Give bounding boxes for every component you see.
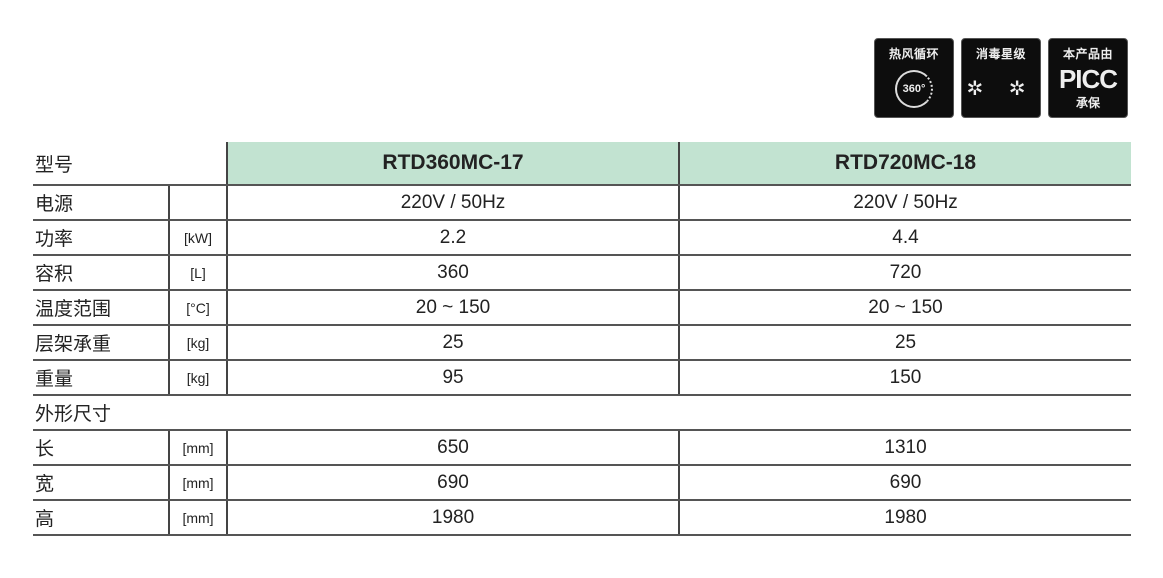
row-value: 1310 — [678, 430, 1132, 466]
hot-air-circulation-badge: 热风循环 360° — [874, 38, 954, 118]
table-row: 层架承重 [kg] 25 25 — [33, 325, 1132, 361]
row-label: 温度范围 — [33, 290, 169, 326]
row-unit: [mm] — [167, 430, 228, 466]
row-value: 2.2 — [226, 220, 680, 256]
row-value: 4.4 — [678, 220, 1132, 256]
row-value: 220V / 50Hz — [226, 185, 680, 221]
table-row: 容积 [L] 360 720 — [33, 255, 1132, 291]
badge-subtitle: 承保 — [1075, 96, 1100, 110]
row-value: 95 — [226, 360, 680, 396]
table-row: 高 [mm] 1980 1980 — [33, 500, 1132, 536]
row-unit: [°C] — [167, 290, 228, 326]
row-value: 360 — [226, 255, 680, 291]
spec-table: 型号 RTD360MC-17 RTD720MC-18 电源 220V / 50H… — [33, 142, 1132, 536]
row-value: 1980 — [226, 500, 680, 536]
table-row: 长 [mm] 650 1310 — [33, 430, 1132, 466]
row-label: 宽 — [33, 465, 169, 501]
model-name: RTD360MC-17 — [226, 142, 680, 186]
model-label: 型号 — [33, 142, 228, 186]
row-label: 功率 — [33, 220, 169, 256]
row-label: 层架承重 — [33, 325, 169, 361]
row-value: 1980 — [678, 500, 1132, 536]
picc-logo: PICC — [1058, 64, 1118, 94]
badge-title: 消毒星级 — [975, 47, 1026, 61]
row-unit: [mm] — [167, 465, 228, 501]
row-value: 25 — [226, 325, 680, 361]
row-value: 720 — [678, 255, 1132, 291]
row-unit: [mm] — [167, 500, 228, 536]
row-label: 长 — [33, 430, 169, 466]
table-row: 宽 [mm] 690 690 — [33, 465, 1132, 501]
row-unit — [167, 185, 228, 221]
badge-title: 热风循环 — [888, 47, 939, 61]
feature-badges: 热风循环 360° 消毒星级 ✲ ✲ 本产品由 PICC 承保 — [874, 38, 1128, 118]
row-value: 690 — [678, 465, 1132, 501]
star-rating-icon: ✲ ✲ — [966, 78, 1036, 100]
picc-insurance-badge: 本产品由 PICC 承保 — [1048, 38, 1128, 118]
header-row: 型号 RTD360MC-17 RTD720MC-18 — [33, 142, 1132, 186]
table-row: 电源 220V / 50Hz 220V / 50Hz — [33, 185, 1132, 221]
row-unit: [kg] — [167, 360, 228, 396]
disinfection-rating-badge: 消毒星级 ✲ ✲ — [961, 38, 1041, 118]
badge-title: 本产品由 — [1062, 47, 1113, 61]
table-row: 重量 [kg] 95 150 — [33, 360, 1132, 396]
row-unit: [L] — [167, 255, 228, 291]
row-value: 150 — [678, 360, 1132, 396]
row-value: 690 — [226, 465, 680, 501]
row-value: 20 ~ 150 — [226, 290, 680, 326]
model-name: RTD720MC-18 — [678, 142, 1132, 186]
row-unit: [kg] — [167, 325, 228, 361]
row-label: 高 — [33, 500, 169, 536]
row-label: 重量 — [33, 360, 169, 396]
row-value: 220V / 50Hz — [678, 185, 1132, 221]
row-value: 650 — [226, 430, 680, 466]
row-label: 电源 — [33, 185, 169, 221]
row-unit: [kW] — [167, 220, 228, 256]
table-row: 温度范围 [°C] 20 ~ 150 20 ~ 150 — [33, 290, 1132, 326]
360-circulation-icon: 360° — [895, 70, 933, 108]
section-row: 外形尺寸 — [33, 395, 1132, 431]
section-label: 外形尺寸 — [33, 395, 1132, 431]
table-row: 功率 [kW] 2.2 4.4 — [33, 220, 1132, 256]
row-label: 容积 — [33, 255, 169, 291]
row-value: 25 — [678, 325, 1132, 361]
row-value: 20 ~ 150 — [678, 290, 1132, 326]
